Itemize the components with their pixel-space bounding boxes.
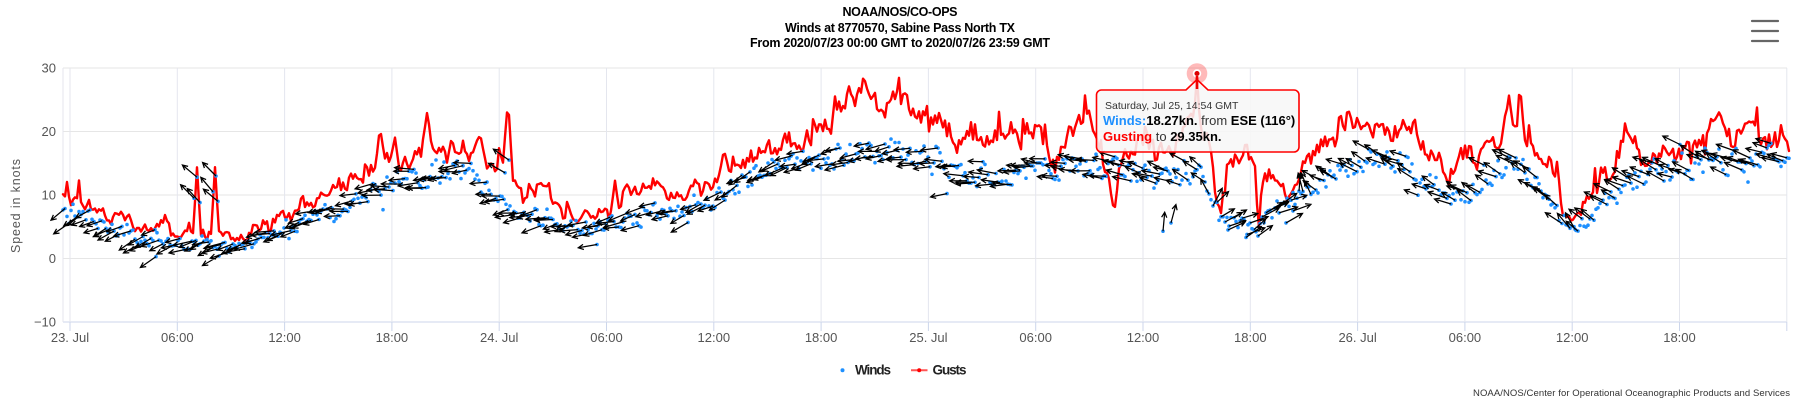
svg-text:0: 0 xyxy=(49,251,56,266)
svg-text:30: 30 xyxy=(42,61,56,76)
svg-text:Winds: Winds xyxy=(855,363,891,378)
svg-text:−10: −10 xyxy=(34,315,56,330)
svg-text:24. Jul: 24. Jul xyxy=(480,330,518,345)
svg-text:06:00: 06:00 xyxy=(161,330,194,345)
svg-text:06:00: 06:00 xyxy=(1019,330,1052,345)
svg-text:Speed in knots: Speed in knots xyxy=(9,159,23,253)
svg-text:25. Jul: 25. Jul xyxy=(909,330,947,345)
svg-text:10: 10 xyxy=(42,188,56,203)
svg-text:Gusts: Gusts xyxy=(933,363,967,378)
svg-text:23. Jul: 23. Jul xyxy=(51,330,89,345)
svg-text:NOAA/NOS/CO-OPS: NOAA/NOS/CO-OPS xyxy=(843,5,958,19)
svg-text:12:00: 12:00 xyxy=(1127,330,1160,345)
svg-text:Saturday, Jul 25, 14:54 GMT: Saturday, Jul 25, 14:54 GMT xyxy=(1105,100,1239,112)
svg-text:NOAA/NOS/Center for Operationa: NOAA/NOS/Center for Operational Oceanogr… xyxy=(1473,388,1790,399)
svg-text:18:00: 18:00 xyxy=(1234,330,1267,345)
svg-text:Winds at 8770570, Sabine Pass: Winds at 8770570, Sabine Pass North TX xyxy=(785,21,1016,35)
svg-text:06:00: 06:00 xyxy=(590,330,623,345)
svg-text:From 2020/07/23 00:00 GMT to 2: From 2020/07/23 00:00 GMT to 2020/07/26 … xyxy=(750,36,1050,50)
svg-text:Winds:18.27kn. from ESE (116°): Winds:18.27kn. from ESE (116°) xyxy=(1103,113,1295,128)
svg-text:18:00: 18:00 xyxy=(805,330,838,345)
svg-text:12:00: 12:00 xyxy=(698,330,731,345)
svg-text:12:00: 12:00 xyxy=(1556,330,1589,345)
svg-text:06:00: 06:00 xyxy=(1449,330,1482,345)
svg-text:18:00: 18:00 xyxy=(376,330,409,345)
svg-text:Gusting to 29.35kn.: Gusting to 29.35kn. xyxy=(1103,129,1222,144)
svg-text:20: 20 xyxy=(42,124,56,139)
svg-text:18:00: 18:00 xyxy=(1663,330,1696,345)
svg-text:26. Jul: 26. Jul xyxy=(1338,330,1376,345)
svg-text:12:00: 12:00 xyxy=(268,330,301,345)
